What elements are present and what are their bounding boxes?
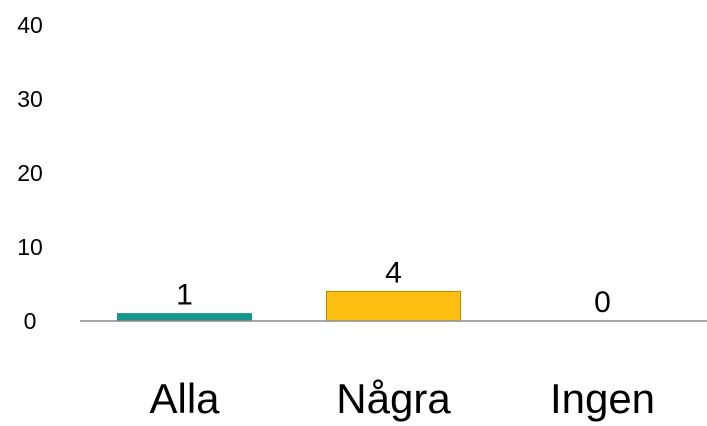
data-label: 0 (594, 286, 611, 319)
data-label: 4 (385, 256, 402, 289)
x-axis-ticks: Alla Några Ingen (149, 375, 655, 422)
y-tick-label: 10 (17, 234, 43, 260)
data-labels: 1 4 0 (176, 256, 611, 319)
data-label: 1 (176, 279, 193, 312)
bar-n-gra (326, 290, 461, 322)
bar-alla (117, 313, 252, 322)
x-tick-label: Ingen (550, 375, 655, 422)
x-tick-label: Alla (149, 375, 220, 422)
y-tick-label: 20 (17, 160, 43, 186)
y-tick-label: 30 (17, 86, 43, 112)
x-tick-label: Några (336, 375, 451, 422)
y-axis-ticks: 0 10 20 30 40 (17, 12, 43, 334)
y-tick-label: 0 (24, 308, 37, 334)
bars (117, 290, 461, 322)
y-tick-label: 40 (17, 12, 43, 38)
